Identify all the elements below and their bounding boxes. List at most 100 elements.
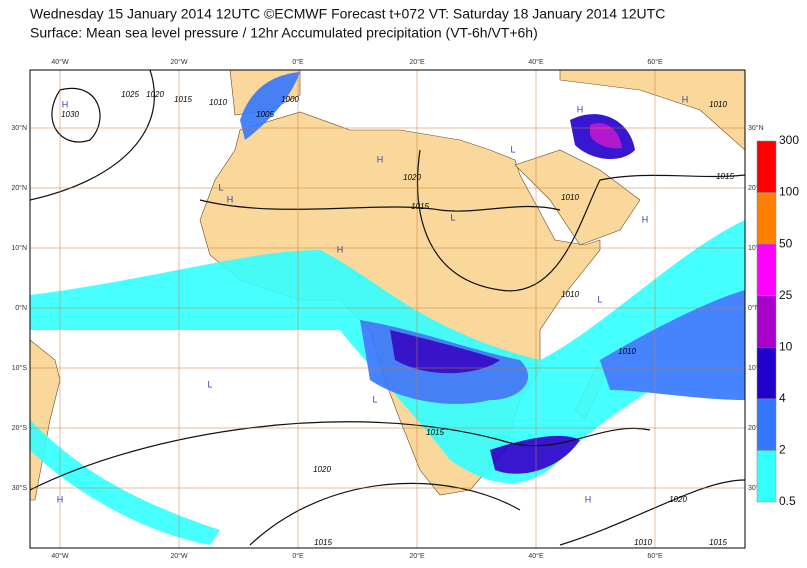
isobar (30, 70, 155, 201)
legend-label: 100 (779, 185, 799, 199)
pressure-center: L (510, 144, 515, 154)
legend-swatch (756, 347, 777, 400)
isobar-label: 1010 (634, 538, 652, 547)
isobar-label: 1020 (403, 173, 421, 182)
pressure-center: H (682, 94, 689, 104)
pressure-center: L (597, 294, 602, 304)
isobar-label: 1025 (121, 90, 139, 99)
isobar (199, 199, 561, 212)
pressure-center: H (57, 494, 64, 504)
title: Wednesday 15 January 2014 12UTC ©ECMWF F… (30, 6, 665, 22)
precip-iberia (240, 72, 300, 140)
isobar-label: 1015 (426, 428, 444, 437)
isobar-label: 1020 (146, 90, 164, 99)
lon-label: 0°E (292, 58, 304, 66)
legend-label: 2 (779, 443, 786, 457)
isobar-label: 1015 (411, 202, 429, 211)
isobar-label: 1030 (61, 110, 79, 119)
pressure-center: L (372, 394, 377, 404)
lon-label: 20°W (170, 58, 188, 66)
precip-sa (490, 435, 580, 474)
lat-label: 10°S (748, 364, 764, 372)
lat-label: 10°S (12, 364, 28, 372)
isobar-label: 1020 (313, 465, 331, 474)
map-body (30, 70, 745, 548)
isobar-label: 1015 (314, 538, 332, 547)
lat-label: 20°S (12, 424, 28, 432)
lon-label: 60°E (647, 552, 663, 560)
lon-label: 40°W (51, 58, 69, 66)
pressure-center: L (218, 182, 223, 192)
lat-label: 0°N (748, 304, 760, 312)
legend-label: 25 (779, 288, 793, 302)
south-america (30, 339, 61, 501)
lat-label: 20°S (748, 424, 764, 432)
lon-label: 40°E (528, 552, 544, 560)
isobar-label: 1005 (256, 110, 274, 119)
precip-arabia-core (590, 122, 622, 149)
map-frame (29, 69, 746, 549)
pressure-center: H (642, 214, 649, 224)
isobar-label: 1000 (281, 95, 299, 104)
pressure-center: H (585, 494, 592, 504)
lat-label: 30°N (748, 124, 764, 132)
legend-swatch (756, 192, 777, 245)
pressure-center: H (377, 154, 384, 164)
isobar-label: 1015 (716, 172, 734, 181)
isobar-label: 1015 (709, 538, 727, 547)
legend-label: 10 (779, 339, 793, 353)
legend-swatch (756, 450, 777, 503)
isobar-label: 1020 (669, 495, 687, 504)
isobar-label: 1010 (561, 193, 579, 202)
isobar (51, 87, 101, 143)
isobar (249, 482, 521, 546)
legend-label: 4 (779, 391, 786, 405)
legend-label: 0.5 (779, 494, 796, 508)
pressure-center: L (450, 212, 455, 222)
isobar-label: 1010 (618, 347, 636, 356)
precip-indian (600, 290, 745, 400)
subtitle: Surface: Mean sea level pressure / 12hr … (30, 25, 538, 41)
lat-label: 10°N (11, 244, 27, 252)
pressure-center: L (207, 379, 212, 389)
legend-swatch (756, 295, 777, 348)
legend-label: 300 (779, 133, 799, 147)
lat-label: 0°N (15, 304, 27, 312)
lat-label: 20°N (11, 184, 27, 192)
pressure-center: H (62, 99, 69, 109)
lon-label: 20°E (409, 58, 425, 66)
isobars (30, 70, 745, 546)
lon-label: 0°E (292, 552, 304, 560)
lat-label: 30°S (12, 484, 28, 492)
pressure-center: H (577, 104, 584, 114)
legend-swatch (756, 243, 777, 296)
isobar-label: 1015 (174, 95, 192, 104)
lat-label: 30°S (748, 484, 764, 492)
lon-label: 40°W (51, 552, 69, 560)
precip-10 (390, 330, 500, 374)
precip-atlantic (30, 420, 220, 545)
asia (559, 70, 745, 151)
isobar (417, 149, 745, 292)
legend-swatch (756, 140, 777, 193)
lat-label: 30°N (11, 124, 27, 132)
lat-label: 10°N (748, 244, 764, 252)
pressure-center: H (227, 194, 234, 204)
lon-label: 40°E (528, 58, 544, 66)
precipitation (30, 72, 745, 545)
legend-label: 50 (779, 236, 793, 250)
isobar-label: 1010 (709, 100, 727, 109)
isobar (559, 479, 745, 546)
pressure-center: H (337, 244, 344, 254)
legend-swatch (756, 398, 777, 451)
lon-label: 20°W (170, 552, 188, 560)
isobar (30, 421, 651, 491)
lat-label: 20°N (748, 184, 764, 192)
arabia (514, 149, 641, 246)
isobar-label: 1010 (561, 290, 579, 299)
graticule (30, 70, 745, 548)
lon-label: 60°E (647, 58, 663, 66)
lon-label: 20°E (409, 552, 425, 560)
